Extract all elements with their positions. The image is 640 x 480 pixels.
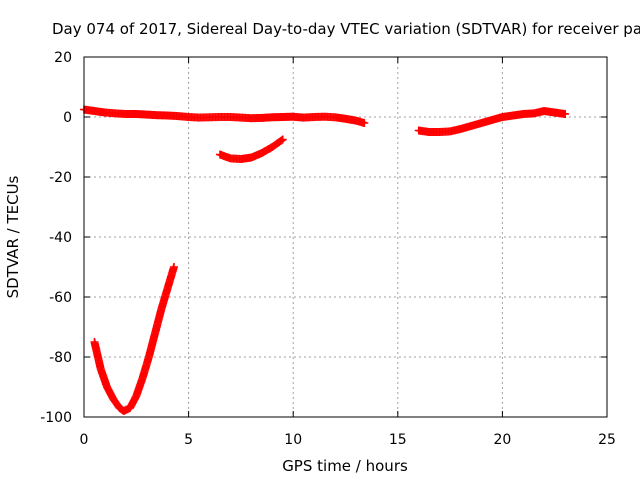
x-tick-label: 10 (284, 432, 302, 448)
x-tick-label: 15 (389, 432, 407, 448)
x-tick-label: 5 (184, 432, 193, 448)
y-tick-label: 0 (63, 110, 72, 126)
y-tick-label: -100 (40, 410, 72, 426)
y-tick-label: -40 (49, 230, 72, 246)
y-tick-label: -20 (49, 170, 72, 186)
series-arc-2 (215, 135, 287, 163)
data-point (278, 135, 287, 144)
data-point (360, 119, 369, 127)
series-arc-3 (90, 263, 178, 415)
y-axis-label: SDTVAR / TECUs (4, 175, 22, 298)
y-tick-label: 20 (54, 50, 72, 66)
x-tick-label: 25 (598, 432, 616, 448)
chart-title: Day 074 of 2017, Sidereal Day-to-day VTE… (52, 20, 640, 38)
y-tick-label: -80 (49, 350, 72, 366)
data-point (169, 263, 178, 271)
series-arc-4 (414, 107, 570, 136)
y-tick-label: -60 (49, 290, 72, 306)
x-axis-label: GPS time / hours (282, 457, 408, 475)
data-layer (80, 105, 570, 415)
data-point (561, 110, 570, 118)
x-tick-label: 20 (493, 432, 511, 448)
data-point (277, 136, 286, 145)
x-tick-label: 0 (80, 432, 89, 448)
ticks: 0 5 10 15 20 25 -100 -80 -60 -40 -20 0 20 (40, 50, 616, 448)
series-arc-1 (80, 105, 369, 127)
